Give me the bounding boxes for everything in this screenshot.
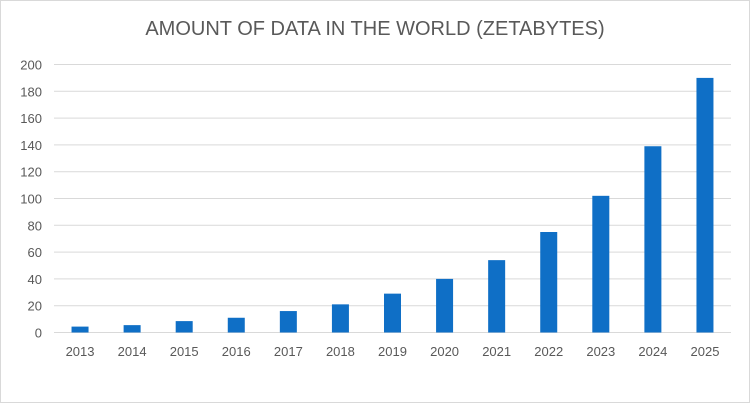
y-tick-label: 0 [35, 326, 42, 341]
bar-2017 [279, 311, 297, 333]
x-tick-label: 2021 [482, 344, 511, 359]
y-tick-label: 180 [20, 84, 42, 99]
bar-2014 [123, 325, 141, 333]
bar-2021 [488, 260, 506, 333]
bar-2013 [71, 326, 89, 333]
chart-title: AMOUNT OF DATA IN THE WORLD (ZETABYTES) [145, 18, 604, 40]
y-tick-label: 100 [20, 192, 42, 207]
y-tick-label: 80 [28, 218, 42, 233]
y-tick-label: 200 [20, 58, 42, 73]
bar-2018 [331, 304, 349, 333]
x-tick-label: 2024 [638, 344, 667, 359]
x-tick-label: 2025 [691, 344, 720, 359]
x-tick-label: 2016 [222, 344, 251, 359]
x-tick-label: 2013 [66, 344, 95, 359]
bar-2025 [696, 77, 714, 333]
y-tick-label: 40 [28, 272, 42, 287]
bar-2016 [227, 317, 245, 333]
x-tick-label: 2014 [118, 344, 147, 359]
y-tick-label: 160 [20, 111, 42, 126]
bar-2015 [175, 321, 193, 333]
x-tick-label: 2022 [534, 344, 563, 359]
bar-2023 [592, 195, 610, 333]
y-tick-label: 20 [28, 299, 42, 314]
y-tick-label: 120 [20, 165, 42, 180]
bar-2024 [644, 146, 662, 333]
x-tick-label: 2015 [170, 344, 199, 359]
x-tick-label: 2023 [586, 344, 615, 359]
x-tick-label: 2017 [274, 344, 303, 359]
bar-2019 [384, 293, 401, 333]
bar-2022 [540, 232, 558, 333]
y-tick-label: 60 [28, 245, 42, 260]
y-tick-label: 140 [20, 138, 42, 153]
bar-2020 [436, 278, 454, 333]
x-tick-label: 2018 [326, 344, 355, 359]
x-tick-label: 2020 [430, 344, 459, 359]
x-tick-label: 2019 [378, 344, 407, 359]
